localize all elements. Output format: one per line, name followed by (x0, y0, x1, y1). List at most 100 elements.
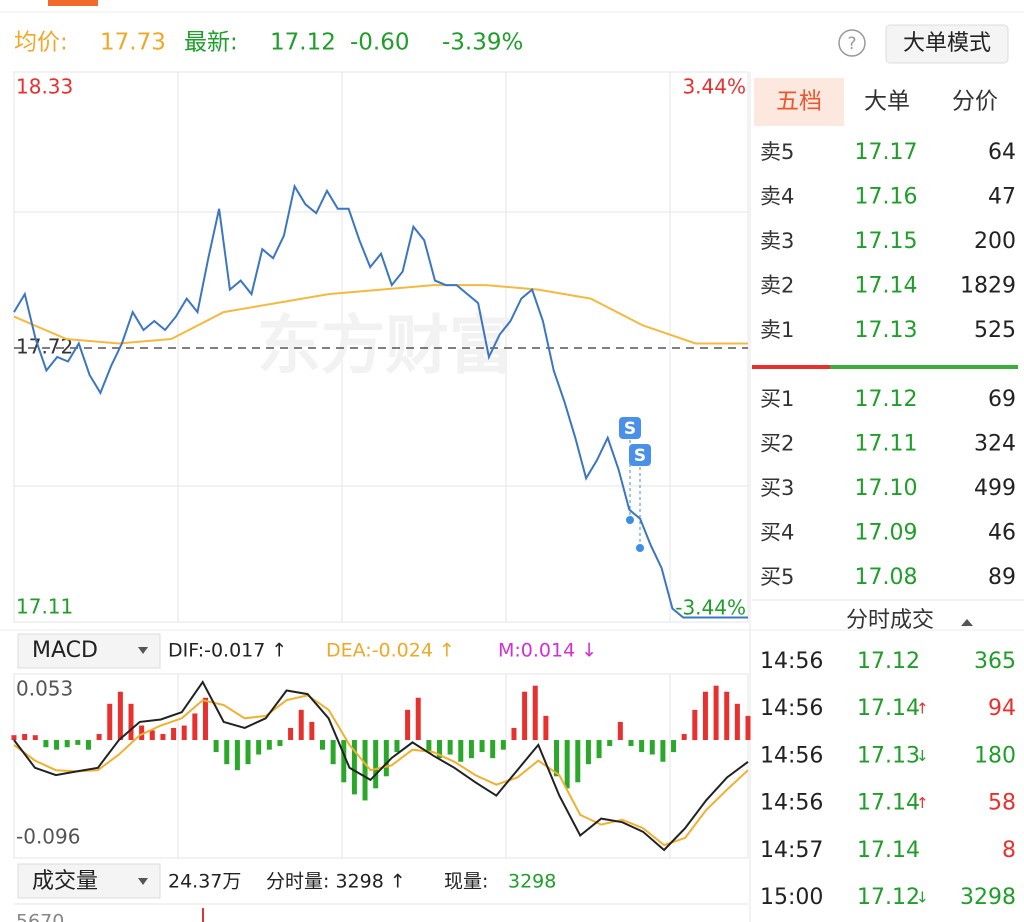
macd-bar (245, 740, 251, 765)
macd-bar (649, 740, 655, 755)
macd-bar (554, 740, 560, 777)
tab[interactable]: 大单 (864, 89, 910, 115)
volume-total: 24.37万 (168, 871, 241, 893)
macd-bar (192, 713, 198, 741)
indicator-select[interactable] (17, 633, 161, 669)
macd-bar (213, 740, 219, 753)
trade-price: 17.14 (857, 791, 920, 816)
trade-marker-label: S (624, 419, 636, 439)
tab[interactable]: 分价 (952, 89, 998, 115)
trade-arrow: ↑ (916, 794, 929, 812)
macd-bar (500, 740, 506, 750)
dropdown-arrow[interactable] (138, 878, 148, 885)
macd-bar (149, 730, 155, 741)
macd-bar (373, 740, 379, 789)
macd-bar (681, 733, 687, 741)
book-price: 17.16 (855, 185, 918, 210)
book-volume: 324 (974, 432, 1016, 457)
indicator-select[interactable] (17, 863, 161, 899)
avg-price: 17.73 (100, 30, 166, 56)
tab[interactable]: 五档 (776, 89, 822, 115)
macd-bar (671, 740, 677, 753)
macd-bar (490, 740, 496, 759)
trade-dot (626, 516, 634, 524)
macd-bar (309, 721, 315, 741)
ticks-title[interactable]: 分时成交 (846, 608, 934, 633)
macd-bar (564, 740, 570, 789)
macd-bar (171, 727, 177, 741)
macd-bar (458, 740, 464, 762)
indicator-name[interactable]: MACD (32, 638, 98, 663)
mode-button[interactable] (885, 24, 1009, 64)
book-price: 17.09 (855, 521, 918, 546)
macd-bar (639, 740, 645, 753)
macd-bar (405, 709, 411, 741)
macd-bar (660, 740, 666, 762)
macd-bar (394, 740, 400, 753)
macd-bar (745, 715, 751, 741)
pct-label: -3.44% (675, 596, 746, 620)
collapse-arrow[interactable] (961, 619, 973, 626)
macd-bar (107, 703, 113, 741)
trade-price: 17.12 (857, 649, 920, 674)
book-label: 卖4 (760, 185, 794, 209)
dropdown-arrow[interactable] (138, 647, 148, 654)
dea-label: DEA:-0.024 ↑ (326, 640, 455, 662)
book-volume: 200 (974, 229, 1016, 254)
trade-marker (629, 444, 651, 466)
macd-bar (362, 740, 368, 801)
trade-price: 17.14 (857, 696, 920, 721)
dif-label: DIF:-0.017 ↑ (168, 640, 287, 662)
mode-button-text[interactable]: 大单模式 (903, 31, 991, 56)
macd-bar (479, 740, 485, 753)
book-price: 17.11 (855, 432, 918, 457)
macd-bar (734, 703, 740, 741)
book-volume: 47 (988, 185, 1016, 210)
book-label: 卖1 (760, 318, 794, 342)
intraday-frame (13, 71, 749, 623)
macd-bar (596, 740, 602, 759)
macd-bar (437, 740, 443, 759)
trade-volume: 180 (974, 743, 1016, 768)
macd-bar (585, 740, 591, 765)
help-icon[interactable] (838, 29, 866, 57)
macd-bar (713, 685, 719, 741)
trade-volume: 8 (1002, 838, 1016, 863)
macd-bar (64, 740, 70, 748)
macd-bar (426, 740, 432, 753)
trade-marker (619, 417, 641, 439)
macd-bar (224, 740, 230, 765)
trade-arrow: ↓ (916, 889, 929, 907)
macd-bar (128, 703, 134, 741)
book-price: 17.13 (855, 318, 918, 343)
macd-bar (75, 740, 81, 745)
trade-volume: 94 (988, 696, 1016, 721)
pct-label: 3.44% (682, 75, 746, 99)
price-line (13, 183, 748, 619)
help-text[interactable]: ? (847, 34, 856, 54)
macd-bar (234, 740, 240, 771)
trade-time: 14:56 (760, 791, 823, 816)
trade-volume: 3298 (960, 885, 1016, 910)
macd-bar (522, 691, 528, 741)
indicator-name[interactable]: 成交量 (32, 869, 98, 894)
macd-bar (607, 740, 613, 747)
book-price: 17.08 (855, 565, 918, 590)
book-volume: 1829 (960, 274, 1016, 299)
trade-volume: 58 (988, 791, 1016, 816)
book-label: 卖5 (760, 140, 794, 164)
y-tick-label: 18.33 (16, 75, 73, 99)
macd-bar (43, 740, 49, 748)
y-tick-label: 0.053 (16, 677, 73, 701)
macd-bar (351, 740, 357, 795)
trade-arrow: ↑ (916, 700, 929, 718)
trade-time: 14:56 (760, 649, 823, 674)
book-label: 买5 (760, 565, 794, 589)
macd-bar (511, 727, 517, 741)
book-volume: 499 (974, 476, 1016, 501)
trade-arrow: ↓ (916, 747, 929, 765)
macd-bar (319, 740, 325, 750)
book-price: 17.15 (855, 229, 918, 254)
macd-bar (468, 740, 474, 759)
macd-bar (532, 685, 538, 741)
